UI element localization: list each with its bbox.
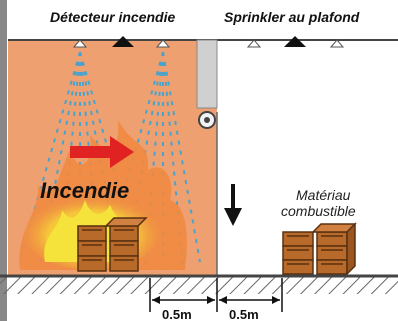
sprinkler-head-icon: [155, 39, 171, 48]
smoke-detector-icon: [112, 36, 134, 47]
sprinkler-label: Sprinkler au plafond: [224, 9, 360, 25]
detector-label: Détecteur incendie: [50, 9, 175, 25]
material-label-line1: Matériau: [296, 187, 351, 203]
wood-pile-combustible: [282, 222, 357, 276]
left-edge-strip: [0, 0, 7, 321]
fire-label: Incendie: [40, 178, 129, 203]
smoke-curtain-wall: [196, 39, 218, 109]
dimension-arrowheads: [152, 296, 280, 304]
curtain-roller-hub: [204, 117, 210, 123]
sprinkler-head-icon: [329, 39, 345, 48]
dimension-markers: [149, 278, 283, 312]
ground-hatch: [0, 276, 398, 294]
material-label-line2: combustible: [281, 203, 356, 219]
sprinkler-head-icon: [246, 39, 262, 48]
heat-flow-arrow-icon: [70, 136, 134, 168]
wood-pile-fire: [77, 217, 148, 272]
distance-label-right: 0.5m: [229, 307, 259, 321]
down-arrow-icon: [224, 184, 242, 226]
distance-label-left: 0.5m: [162, 307, 192, 321]
sprinkler-head-icon: [72, 39, 88, 48]
smoke-detector-icon: [284, 36, 306, 47]
